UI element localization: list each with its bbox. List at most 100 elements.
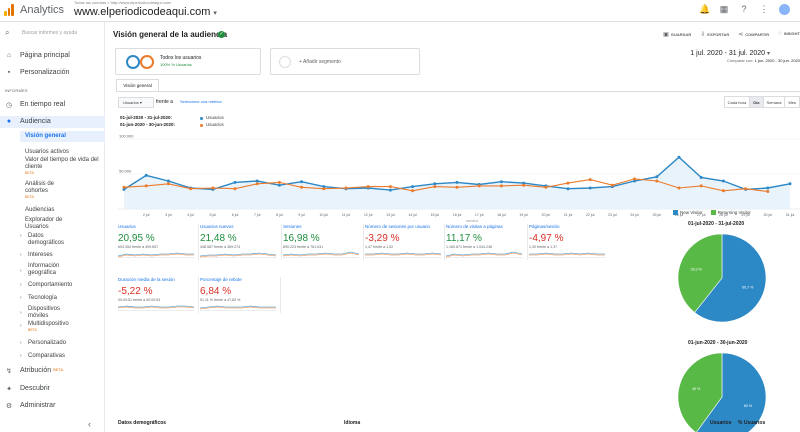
data-point[interactable] [277,180,281,184]
data-point[interactable] [144,173,148,177]
data-point[interactable] [566,181,570,185]
data-point[interactable] [433,185,437,189]
metric-tile[interactable]: Sesiones 16,98 % 890.223 frente a 761.031 [283,224,363,260]
sidebar-subitem-user-explorer[interactable]: Explorador de Usuarios [25,217,75,231]
apps-icon[interactable]: ▦ [719,4,729,14]
metric-select[interactable]: Usuarios ▾ [118,97,154,108]
pie-slice-new-visitor[interactable] [694,233,767,323]
avatar[interactable] [779,4,790,15]
data-point[interactable] [499,180,503,184]
segment-all-users[interactable]: Todos los usuarios 100% % Usuarios [115,48,261,75]
insight-button[interactable]: ◌ INSIGHT [778,31,800,38]
data-point[interactable] [255,179,259,183]
data-point[interactable] [189,187,193,191]
data-point[interactable] [655,179,659,183]
metric-tile[interactable]: Duración media de la sesión -5,22 % 00:00:… [118,277,198,313]
data-point[interactable] [677,186,681,190]
data-point[interactable] [166,182,170,186]
granularity-week-button[interactable]: Semana [762,96,786,108]
select-metric-link[interactable]: Seleccione una métrica [180,99,222,104]
metric-tile[interactable]: Páginas/sesión -4,97 % 1,30 frente a 1,37 [529,224,609,260]
data-point[interactable] [122,185,126,189]
property-selector[interactable]: www.elperiodicodeaqui.com ▾ [74,6,217,18]
data-point[interactable] [300,185,304,189]
granularity-hour-button[interactable]: Cada hora [723,96,751,108]
data-point[interactable] [233,180,237,184]
data-point[interactable] [699,176,703,179]
data-point[interactable] [477,184,481,188]
data-point[interactable] [677,155,681,159]
data-point[interactable] [411,185,415,189]
data-point[interactable] [211,186,215,190]
share-button[interactable]: ⋖ COMPARTIR [738,31,769,38]
data-point[interactable] [322,187,326,191]
data-point[interactable] [388,188,392,192]
tab-overview[interactable]: Visión general [116,79,159,91]
data-point[interactable] [233,187,237,191]
more-vert-icon[interactable]: ⋮ [759,4,769,14]
sidebar-subitem-overview[interactable]: Visión general [20,131,105,142]
data-point[interactable] [744,187,748,191]
data-point[interactable] [788,182,792,186]
data-point[interactable] [455,185,459,189]
metric-tile[interactable]: Número de visitas a páginas 11,17 % 1.160.… [446,224,526,260]
granularity-month-button[interactable]: Mes [784,96,800,108]
sidebar-subitem-lifetime-value[interactable]: Valor del tiempo de vida del cliente BETA [25,157,103,175]
data-point[interactable] [610,183,614,187]
x-tick-label: 26 jul [675,213,684,217]
save-button[interactable]: ▣ GUARDAR [663,31,691,38]
metric-tile[interactable]: Usuarios 20,95 % 604.354 frente a 499.657 [118,224,198,260]
sparkline-jul [446,251,522,257]
metric-tile[interactable]: Porcentaje de rebote 6,84 % 51,11 % frente… [200,277,280,313]
pie-slice-new-visitor[interactable] [696,352,767,432]
add-segment-button[interactable]: + Añadir segmento [270,48,420,75]
sidebar-item-audience[interactable]: ● Audiencia [0,116,105,128]
data-point[interactable] [277,183,281,187]
pie-slice-returning-visitor[interactable] [677,352,723,432]
collapse-sidebar-button[interactable]: ‹ [88,419,91,429]
data-point[interactable] [499,184,503,188]
data-point[interactable] [544,185,548,189]
data-point[interactable] [300,180,304,184]
pie-slice-returning-visitor[interactable] [677,233,723,313]
search-box[interactable]: ⌕ Buscar informes y ayuda [0,25,105,41]
data-point[interactable] [522,183,526,187]
data-point[interactable] [455,180,459,184]
date-range-picker[interactable]: 1 jul. 2020 - 31 jul. 2020 ▾ [690,50,770,57]
data-point[interactable] [411,189,415,193]
account-breadcrumb[interactable]: Todas las cuentas > http://www.elperiodi… [74,0,172,5]
data-point[interactable] [721,179,725,183]
help-icon[interactable]: ? [741,4,747,14]
metric-tile[interactable]: Usuarios nuevos 21,48 % 448.587 frente a 3… [200,224,280,260]
sidebar-subitem-cohort[interactable]: Análisis de cohortes BETA [25,181,75,199]
data-point[interactable] [522,181,526,185]
export-button[interactable]: ⇩ EXPORTAR [700,31,729,38]
sidebar-subitem-audiences[interactable]: Audiencias [25,207,105,214]
data-point[interactable] [144,184,148,188]
data-point[interactable] [588,178,592,182]
data-point[interactable] [255,182,259,186]
data-point[interactable] [655,175,659,179]
metric-tile[interactable]: Número de sesiones por usuario -3,29 % 1,4… [365,224,445,260]
bell-icon[interactable]: 🔔 [699,4,711,14]
data-point[interactable] [322,185,326,189]
sparkline-jun [200,253,276,258]
data-point[interactable] [388,185,392,189]
legend-label: Returning Visitor [717,210,751,215]
data-point[interactable] [633,177,637,181]
data-point[interactable] [344,186,348,190]
data-point[interactable] [566,187,570,191]
data-point[interactable] [366,185,370,189]
data-point[interactable] [433,182,437,186]
data-point[interactable] [588,186,592,190]
data-point[interactable] [766,190,770,193]
data-point[interactable] [699,184,703,188]
data-point[interactable] [766,186,770,190]
data-point[interactable] [122,187,126,191]
granularity-day-button[interactable]: Día [749,96,764,108]
data-point[interactable] [721,189,725,193]
users-line-chart[interactable]: 100.000 50.000 2 jul 3 jul 4 jul 5 jul 6 jul 7 … [118,133,800,223]
data-point[interactable] [633,179,637,183]
sidebar-subitem-active-users[interactable]: Usuarios activos [25,149,105,156]
data-point[interactable] [166,179,170,183]
